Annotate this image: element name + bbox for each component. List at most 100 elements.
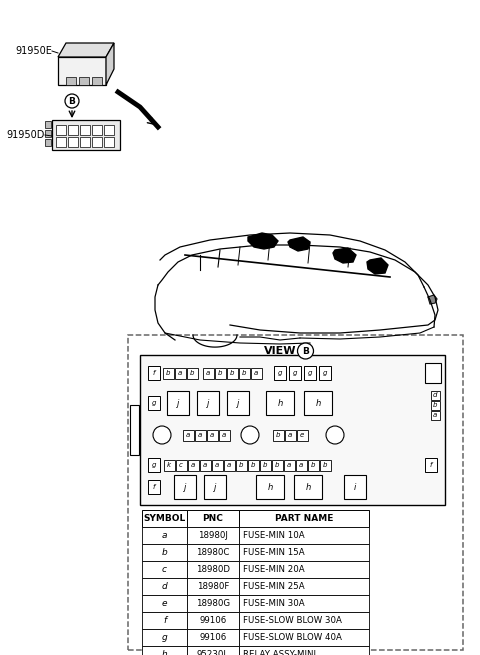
Circle shape xyxy=(298,343,313,359)
Bar xyxy=(239,612,369,629)
Bar xyxy=(227,367,238,379)
Bar xyxy=(56,137,66,147)
Text: a: a xyxy=(287,462,291,468)
Bar xyxy=(289,366,301,380)
Text: b: b xyxy=(263,462,267,468)
Bar xyxy=(128,335,463,650)
Text: g: g xyxy=(162,633,168,642)
Text: f: f xyxy=(153,370,155,376)
Text: g: g xyxy=(152,400,156,406)
Text: a: a xyxy=(206,370,210,376)
Bar xyxy=(182,430,193,441)
Text: 91950E: 91950E xyxy=(15,46,52,56)
Text: b: b xyxy=(251,462,255,468)
Bar xyxy=(187,595,239,612)
Text: d: d xyxy=(162,582,168,591)
Text: 18980G: 18980G xyxy=(196,599,230,608)
Bar xyxy=(142,561,187,578)
Text: b: b xyxy=(323,462,327,468)
Bar xyxy=(239,578,369,595)
Bar xyxy=(130,405,139,455)
Text: FUSE-MIN 25A: FUSE-MIN 25A xyxy=(243,582,305,591)
Bar xyxy=(176,460,187,470)
Bar xyxy=(140,355,445,505)
Text: PNC: PNC xyxy=(203,514,223,523)
Text: FUSE-SLOW BLOW 30A: FUSE-SLOW BLOW 30A xyxy=(243,616,342,625)
Bar xyxy=(297,430,308,441)
Text: b: b xyxy=(433,402,437,408)
Bar xyxy=(206,430,217,441)
Text: 18980C: 18980C xyxy=(196,548,230,557)
Bar xyxy=(285,430,296,441)
Text: h: h xyxy=(305,483,311,491)
Bar xyxy=(274,366,286,380)
Text: j: j xyxy=(177,398,179,407)
Bar xyxy=(304,391,332,415)
Bar xyxy=(187,578,239,595)
Bar xyxy=(175,367,185,379)
Text: 91950D: 91950D xyxy=(7,130,45,140)
Bar xyxy=(142,612,187,629)
Bar xyxy=(148,480,160,494)
Text: b: b xyxy=(239,462,243,468)
Text: PART NAME: PART NAME xyxy=(275,514,333,523)
Bar xyxy=(148,396,160,410)
Circle shape xyxy=(326,426,344,444)
Polygon shape xyxy=(106,43,114,85)
Circle shape xyxy=(65,94,79,108)
Bar xyxy=(148,366,160,380)
Text: g: g xyxy=(293,370,297,376)
Bar xyxy=(142,629,187,646)
Bar xyxy=(272,460,283,470)
Bar xyxy=(142,595,187,612)
Text: 18980J: 18980J xyxy=(198,531,228,540)
Bar xyxy=(164,460,175,470)
Text: a: a xyxy=(215,462,219,468)
Text: e: e xyxy=(162,599,167,608)
Text: e: e xyxy=(300,432,304,438)
Bar xyxy=(187,646,239,655)
Text: a: a xyxy=(198,432,202,438)
Bar xyxy=(431,390,440,400)
Text: g: g xyxy=(278,370,282,376)
Bar xyxy=(104,137,114,147)
Bar xyxy=(212,460,223,470)
Polygon shape xyxy=(248,233,278,249)
Bar xyxy=(142,578,187,595)
Bar xyxy=(320,460,331,470)
Bar xyxy=(251,367,262,379)
Bar xyxy=(227,391,249,415)
Bar xyxy=(92,77,102,85)
Bar xyxy=(200,460,211,470)
Bar xyxy=(239,646,369,655)
Bar xyxy=(187,561,239,578)
Text: FUSE-MIN 20A: FUSE-MIN 20A xyxy=(243,565,305,574)
Text: FUSE-MIN 10A: FUSE-MIN 10A xyxy=(243,531,305,540)
Bar xyxy=(425,458,437,472)
Bar xyxy=(148,458,160,472)
Circle shape xyxy=(241,426,259,444)
Bar xyxy=(284,460,295,470)
Text: f: f xyxy=(163,616,166,625)
Bar xyxy=(304,366,316,380)
Bar xyxy=(56,125,66,135)
Bar xyxy=(273,430,284,441)
Bar xyxy=(52,120,120,150)
Text: f: f xyxy=(153,484,155,490)
Bar xyxy=(294,475,322,499)
Text: a: a xyxy=(288,432,292,438)
Bar xyxy=(236,460,247,470)
Text: b: b xyxy=(275,462,279,468)
Text: k: k xyxy=(167,462,171,468)
Text: g: g xyxy=(323,370,327,376)
Bar xyxy=(194,430,205,441)
Text: 95230L: 95230L xyxy=(197,650,229,655)
Bar xyxy=(296,460,307,470)
Bar xyxy=(239,544,369,561)
Text: 18980D: 18980D xyxy=(196,565,230,574)
Bar xyxy=(260,460,271,470)
Bar xyxy=(204,475,226,499)
Text: b: b xyxy=(242,370,246,376)
Text: g: g xyxy=(308,370,312,376)
Bar xyxy=(104,125,114,135)
